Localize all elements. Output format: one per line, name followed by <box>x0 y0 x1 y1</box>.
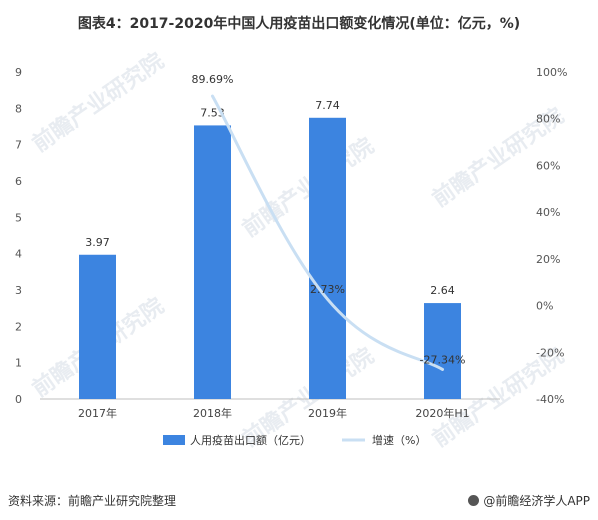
growth-value-label: 2.73% <box>310 283 345 296</box>
x-tick-label: 2017年 <box>78 406 117 420</box>
y-left-tick-label: 3 <box>15 284 22 297</box>
y-left-tick-label: 8 <box>15 102 22 115</box>
legend-bar-swatch <box>163 435 185 445</box>
y-right-tick-label: -40% <box>536 393 564 406</box>
bar <box>194 125 231 399</box>
y-left-tick-label: 2 <box>15 320 22 333</box>
y-left-tick-label: 7 <box>15 139 22 152</box>
brand-credit: @前瞻经济学人APP <box>468 492 590 509</box>
growth-line <box>211 94 444 371</box>
bar-value-label: 3.97 <box>85 236 110 249</box>
bar <box>79 254 116 399</box>
y-right-tick-label: 20% <box>536 253 560 266</box>
x-tick-label: 2019年 <box>308 406 347 420</box>
x-tick-label: 2020年H1 <box>415 406 469 420</box>
y-right-tick-label: 100% <box>536 66 567 79</box>
legend-line-label: 增速（%） <box>372 433 426 447</box>
x-tick-label: 2018年 <box>193 406 232 420</box>
brand-text: @前瞻经济学人APP <box>483 494 590 508</box>
combo-chart: 0 1 2 3 4 5 6 7 8 9 -40% -20% 0% 20% 40% 60% 80% 100% 2017… <box>15 66 567 447</box>
y-left-tick-label: 4 <box>15 248 22 261</box>
y-left-tick-label: 1 <box>15 357 22 370</box>
y-right-tick-label: 60% <box>536 159 560 172</box>
bar <box>309 117 346 399</box>
brand-logo-icon <box>468 495 480 506</box>
y-right-tick-label: 80% <box>536 113 560 126</box>
y-right-tick-label: 40% <box>536 206 560 219</box>
y-left-tick-label: 9 <box>15 66 22 79</box>
source-note: 资料来源：前瞻产业研究院整理 <box>8 494 177 508</box>
chart-title: 图表4：2017-2020年中国人用疫苗出口额变化情况(单位：亿元，%) <box>77 16 521 32</box>
y-left-tick-label: 5 <box>15 211 22 224</box>
y-right-tick-label: -20% <box>536 346 564 359</box>
y-left-tick-label: 6 <box>15 175 22 188</box>
growth-value-label: 89.69% <box>192 73 234 86</box>
y-right-tick-label: 0% <box>536 300 553 313</box>
bar-value-label: 2.64 <box>430 284 455 297</box>
growth-value-label: -27.34% <box>420 353 466 366</box>
legend-bar-label: 人用疫苗出口额（亿元） <box>190 433 311 447</box>
bar-value-label: 7.74 <box>315 99 340 112</box>
bar <box>424 303 461 399</box>
y-left-tick-label: 0 <box>15 393 22 406</box>
